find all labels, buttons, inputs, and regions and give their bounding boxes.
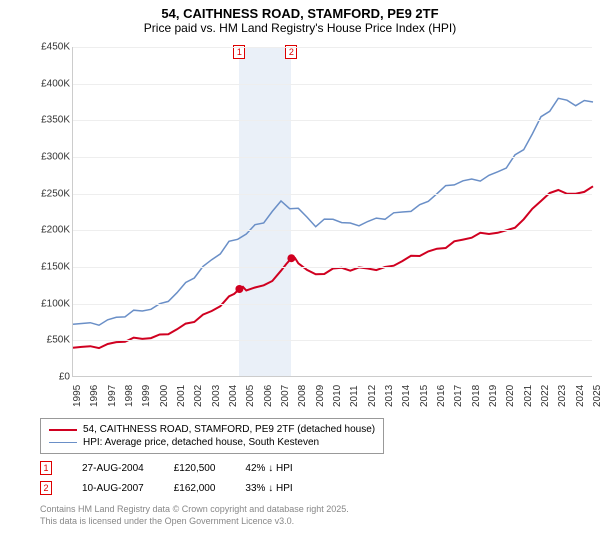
legend-item: 54, CAITHNESS ROAD, STAMFORD, PE9 2TF (d… xyxy=(49,423,375,436)
x-axis-label: 2012 xyxy=(367,385,376,407)
x-axis-label: 2011 xyxy=(349,385,358,407)
legend-swatch xyxy=(49,429,77,431)
y-axis-label: £350K xyxy=(30,115,70,126)
sale-delta: 33% ↓ HPI xyxy=(245,483,292,494)
sales-row: 2 10-AUG-2007 £162,000 33% ↓ HPI xyxy=(40,478,600,498)
x-axis-label: 2021 xyxy=(523,385,532,407)
x-axis-label: 2020 xyxy=(505,385,514,407)
x-axis-label: 2016 xyxy=(436,385,445,407)
series-hpi xyxy=(73,98,593,325)
x-axis-label: 2003 xyxy=(211,385,220,407)
x-axis-label: 2013 xyxy=(384,385,393,407)
x-axis-label: 2006 xyxy=(263,385,272,407)
x-axis-label: 2002 xyxy=(193,385,202,407)
sale-price: £120,500 xyxy=(174,463,216,474)
y-axis-label: £50K xyxy=(30,335,70,346)
x-axis-label: 2001 xyxy=(176,385,185,407)
x-axis-label: 2024 xyxy=(575,385,584,407)
sale-date: 27-AUG-2004 xyxy=(82,463,144,474)
x-axis-label: 2015 xyxy=(419,385,428,407)
chart-area: £0 £50K £100K £150K £200K £250K £300K £350K £400… xyxy=(30,37,595,412)
x-axis-label: 1999 xyxy=(141,385,150,407)
legend-item: HPI: Average price, detached house, Sout… xyxy=(49,436,375,449)
x-axis-label: 2023 xyxy=(557,385,566,407)
y-axis-label: £0 xyxy=(30,372,70,383)
y-axis-label: £400K xyxy=(30,78,70,89)
x-axis-label: 2008 xyxy=(297,385,306,407)
x-axis-label: 2018 xyxy=(471,385,480,407)
x-axis-label: 2014 xyxy=(401,385,410,407)
x-axis-label: 2009 xyxy=(315,385,324,407)
x-axis-label: 2019 xyxy=(488,385,497,407)
legend-label: HPI: Average price, detached house, Sout… xyxy=(83,437,319,448)
legend-swatch xyxy=(49,442,77,444)
legend: 54, CAITHNESS ROAD, STAMFORD, PE9 2TF (d… xyxy=(40,418,384,454)
x-axis-label: 2000 xyxy=(159,385,168,407)
x-axis-label: 2007 xyxy=(280,385,289,407)
y-axis-label: £450K xyxy=(30,42,70,53)
x-axis-label: 2017 xyxy=(453,385,462,407)
chart-svg xyxy=(73,47,592,376)
x-axis-label: 1996 xyxy=(89,385,98,407)
sales-table: 1 27-AUG-2004 £120,500 42% ↓ HPI 2 10-AU… xyxy=(40,458,600,498)
credit-line: This data is licensed under the Open Gov… xyxy=(40,516,600,528)
credit-text: Contains HM Land Registry data © Crown c… xyxy=(40,504,600,527)
sale-dot xyxy=(235,285,243,293)
credit-line: Contains HM Land Registry data © Crown c… xyxy=(40,504,600,516)
y-axis-label: £300K xyxy=(30,152,70,163)
sale-date: 10-AUG-2007 xyxy=(82,483,144,494)
y-axis-label: £200K xyxy=(30,225,70,236)
sale-price: £162,000 xyxy=(174,483,216,494)
x-axis-label: 1997 xyxy=(107,385,116,407)
y-axis-label: £150K xyxy=(30,262,70,273)
sale-index-box: 1 xyxy=(40,461,52,475)
x-axis-label: 2010 xyxy=(332,385,341,407)
page-title: 54, CAITHNESS ROAD, STAMFORD, PE9 2TF xyxy=(0,6,600,21)
x-axis-label: 2025 xyxy=(592,385,600,407)
x-axis-label: 2005 xyxy=(245,385,254,407)
legend-label: 54, CAITHNESS ROAD, STAMFORD, PE9 2TF (d… xyxy=(83,424,375,435)
sale-delta: 42% ↓ HPI xyxy=(245,463,292,474)
x-axis-label: 2004 xyxy=(228,385,237,407)
page-subtitle: Price paid vs. HM Land Registry's House … xyxy=(0,21,600,35)
sale-dot xyxy=(287,254,295,262)
y-axis-label: £100K xyxy=(30,298,70,309)
x-axis-label: 2022 xyxy=(540,385,549,407)
sales-row: 1 27-AUG-2004 £120,500 42% ↓ HPI xyxy=(40,458,600,478)
y-axis-label: £250K xyxy=(30,188,70,199)
x-axis-label: 1998 xyxy=(124,385,133,407)
sale-index-box: 2 xyxy=(40,481,52,495)
x-axis-label: 1995 xyxy=(72,385,81,407)
plot: 1 2 xyxy=(72,47,592,377)
